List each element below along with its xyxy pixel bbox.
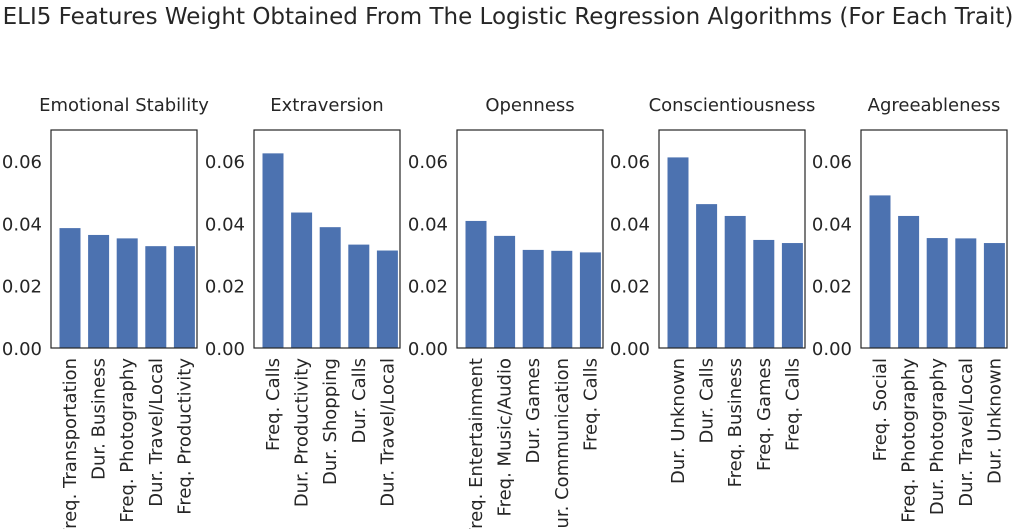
x-tick-label: Freq. Music/Audio (495, 358, 516, 516)
x-tick-label: Dur. Shopping (320, 358, 341, 485)
bar (88, 234, 110, 348)
x-tick-label: Freq. Photography (117, 358, 138, 523)
y-tick-label: 0.06 (408, 152, 448, 173)
y-tick-label: 0.00 (812, 339, 852, 360)
x-tick-label: Freq. Calls (263, 358, 284, 451)
y-tick-label: 0.02 (812, 277, 852, 298)
x-tick-label: Freq. Calls (782, 358, 803, 451)
x-tick-label: Dur. Unknown (984, 358, 1005, 484)
bar (376, 250, 398, 348)
x-tick-label: Dur. Business (89, 358, 110, 480)
y-tick-label: 0.00 (408, 339, 448, 360)
x-tick-label: Dur. Travel/Local (377, 358, 398, 507)
plot-frame (456, 129, 604, 349)
x-tick-label: Dur. Games (523, 358, 544, 463)
plot-frame (860, 129, 1008, 349)
bar (465, 220, 487, 348)
chart-panel-2: Extraversion 0.00 0.02 0.04 0.06 Freq. Calls D… (205, 95, 401, 508)
chart-panel-3: Openness 0.00 0.02 0.04 0.06 Freq. Entertainm… (408, 95, 604, 529)
bar (898, 215, 920, 348)
x-tick-label: Freq. Productivity (174, 358, 195, 515)
panel-title: Emotional Stability (39, 95, 209, 116)
chart-panels: Emotional Stability 0.00 0.02 0.04 0.06 Freq.… (2, 95, 1008, 529)
x-tick-label: Dur. Communication (552, 358, 573, 529)
bar (753, 239, 775, 348)
chart-panel-4: Conscientiousness 0.00 0.02 0.04 0.06 Dur. Un… (610, 95, 816, 487)
chart-panel-5: Agreeableness 0.00 0.02 0.04 0.06 Freq. Socia… (812, 95, 1008, 523)
chart-panel-1: Emotional Stability 0.00 0.02 0.04 0.06 Freq.… (2, 95, 209, 529)
x-tick-label: Freq. Calls (580, 358, 601, 451)
bar (145, 246, 167, 348)
panel-title: Conscientiousness (649, 95, 816, 116)
bar (696, 204, 718, 348)
x-tick-label: Freq. Games (754, 358, 775, 471)
bar (579, 252, 601, 348)
x-tick-label: Freq. Entertainment (466, 358, 487, 529)
bar (348, 244, 370, 348)
y-tick-label: 0.06 (812, 152, 852, 173)
x-tick-label: Dur. Calls (697, 358, 718, 443)
x-tick-label: Freq. Business (725, 358, 746, 487)
bar (291, 212, 313, 348)
bar (926, 238, 948, 348)
y-tick-label: 0.00 (2, 339, 42, 360)
bar (173, 246, 195, 348)
bar (667, 157, 689, 348)
panel-title: Extraversion (270, 95, 383, 116)
y-tick-label: 0.00 (610, 339, 650, 360)
y-tick-label: 0.04 (610, 214, 650, 235)
y-tick-label: 0.00 (205, 339, 245, 360)
y-tick-label: 0.02 (408, 277, 448, 298)
bar (724, 215, 746, 348)
panel-title: Agreeableness (868, 95, 1001, 116)
x-tick-label: Dur. Photography (927, 358, 948, 515)
y-tick-label: 0.04 (2, 214, 42, 235)
y-tick-label: 0.06 (2, 152, 42, 173)
figure-title: ELI5 Features Weight Obtained From The L… (3, 4, 1014, 30)
x-tick-label: Dur. Travel/Local (956, 358, 977, 507)
plot-frame (50, 129, 198, 349)
bar (781, 243, 803, 348)
bar (494, 235, 516, 348)
x-tick-label: Freq. Social (870, 358, 891, 461)
y-tick-label: 0.06 (610, 152, 650, 173)
y-tick-label: 0.04 (205, 214, 245, 235)
y-tick-label: 0.04 (408, 214, 448, 235)
y-tick-label: 0.02 (205, 277, 245, 298)
x-tick-label: Dur. Travel/Local (146, 358, 167, 507)
x-tick-label: Dur. Productivity (292, 358, 313, 508)
plot-frame (658, 129, 806, 349)
plot-frame (253, 129, 401, 349)
bar (116, 238, 138, 348)
x-tick-label: Dur. Calls (349, 358, 370, 443)
bar (955, 238, 977, 348)
y-tick-label: 0.02 (2, 277, 42, 298)
y-tick-label: 0.02 (610, 277, 650, 298)
bar (319, 227, 341, 348)
y-tick-label: 0.06 (205, 152, 245, 173)
bar (59, 228, 81, 348)
y-tick-label: 0.04 (812, 214, 852, 235)
bar (262, 153, 284, 348)
bar (869, 195, 891, 348)
panel-title: Openness (485, 95, 574, 116)
bar (983, 243, 1005, 348)
x-tick-label: Freq. Transportation (60, 358, 81, 529)
bar (522, 249, 544, 348)
x-tick-label: Freq. Photography (899, 358, 920, 523)
x-tick-label: Dur. Unknown (668, 358, 689, 484)
bar (551, 250, 573, 348)
